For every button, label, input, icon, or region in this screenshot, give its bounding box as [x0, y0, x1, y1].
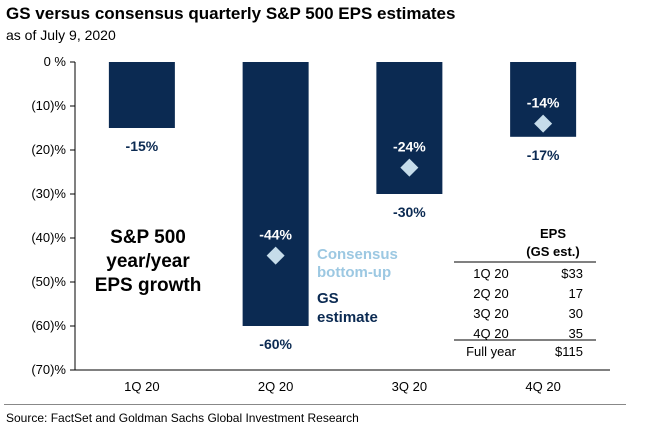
side-label-line: S&P 500	[110, 227, 186, 248]
eps-row-value: 35	[569, 326, 583, 341]
y-tick-label: (10)%	[31, 98, 66, 113]
gs-value-label: -30%	[393, 204, 426, 220]
eps-row-label: 2Q 20	[473, 286, 508, 301]
consensus-value-label: -14%	[527, 95, 560, 111]
eps-row-value: $33	[561, 266, 583, 281]
bar-gs-estimate	[108, 62, 175, 128]
eps-table: EPS (GS est.) 1Q 20 $33 2Q 20 17 3Q 20 30 4Q 20 3…	[454, 226, 596, 359]
x-axis-labels: 1Q 20 2Q 20 3Q 20 4Q 20	[124, 379, 561, 394]
eps-row-value: 17	[569, 286, 583, 301]
eps-row-label: 3Q 20	[473, 306, 508, 321]
side-label-line: EPS growth	[95, 275, 202, 296]
y-tick-label: 0 %	[44, 54, 67, 69]
y-tick-label: (70)%	[31, 362, 66, 377]
bar-chart: 0 % (10)% (20)% (30)% (40)% (50)% (60)% (70)% -…	[31, 54, 610, 394]
bar-gs-estimate	[242, 62, 309, 326]
consensus-value-label: -24%	[393, 139, 426, 155]
legend-gs-label: GS	[317, 290, 339, 307]
gs-value-label: -60%	[259, 336, 292, 352]
gs-value-label: -15%	[126, 138, 159, 154]
x-tick-label: 3Q 20	[392, 379, 427, 394]
legend-consensus-label: bottom-up	[317, 264, 391, 281]
chart-title: GS versus consensus quarterly S&P 500 EP…	[6, 4, 456, 23]
consensus-diamond	[400, 158, 419, 177]
legend-consensus-label: Consensus	[317, 246, 398, 263]
y-tick-label: (50)%	[31, 274, 66, 289]
chart-subtitle: as of July 9, 2020	[6, 27, 116, 43]
consensus-diamond	[266, 246, 285, 265]
y-tick-label: (30)%	[31, 186, 66, 201]
y-tick-label: (40)%	[31, 230, 66, 245]
eps-table-header: EPS	[540, 226, 566, 241]
eps-total-value: $115	[555, 344, 583, 359]
side-label: S&P 500 year/year EPS growth	[95, 227, 202, 296]
source-note: Source: FactSet and Goldman Sachs Global…	[6, 411, 359, 425]
bars: -15% -60% -44% -30% -24% -17% -14%	[108, 62, 577, 352]
x-tick-label: 1Q 20	[124, 379, 159, 394]
eps-row-label: 4Q 20	[473, 326, 508, 341]
consensus-value-label: -44%	[259, 227, 292, 243]
eps-row-label: 1Q 20	[473, 266, 508, 281]
y-tick-label: (20)%	[31, 142, 66, 157]
y-axis-ticks: 0 % (10)% (20)% (30)% (40)% (50)% (60)% (70)%	[31, 54, 75, 377]
side-label-line: year/year	[106, 251, 190, 272]
x-tick-label: 2Q 20	[258, 379, 293, 394]
y-tick-label: (60)%	[31, 318, 66, 333]
eps-table-header: (GS est.)	[526, 244, 579, 259]
eps-total-label: Full year	[466, 344, 517, 359]
gs-value-label: -17%	[527, 147, 560, 163]
eps-row-value: 30	[569, 306, 583, 321]
source-divider	[4, 404, 626, 405]
consensus-diamond	[534, 114, 553, 133]
legend-gs-label: estimate	[317, 309, 378, 326]
x-tick-label: 4Q 20	[525, 379, 560, 394]
